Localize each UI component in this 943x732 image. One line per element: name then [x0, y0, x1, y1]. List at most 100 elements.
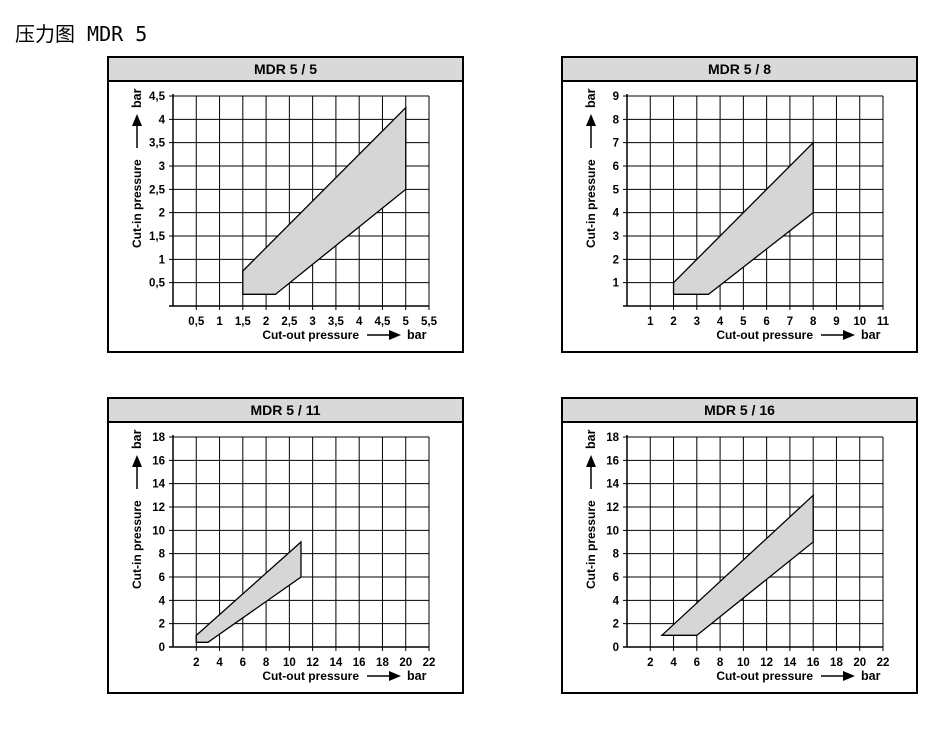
operating-region — [242, 106, 407, 295]
y-tick-label: 3,5 — [149, 138, 166, 150]
x-tick-label: 16 — [807, 657, 820, 669]
chart-title: MDR 5 / 8 — [563, 58, 916, 82]
y-tick-label: 16 — [606, 455, 619, 467]
x-axis-unit: bar — [407, 328, 427, 342]
x-tick-label: 3 — [694, 316, 700, 328]
y-tick-label: 1 — [613, 278, 620, 290]
x-tick-label: 11 — [877, 316, 890, 328]
chart-svg: 2 4 6 8 10 12 14 16 18 20 22 0 2 4 6 8 10 12 14 16 18 Cut-out… — [130, 429, 435, 683]
y-tick-label: 0 — [613, 642, 619, 654]
x-tick-label: 6 — [694, 657, 700, 669]
x-tick-label: 14 — [330, 657, 343, 669]
chart-title: MDR 5 / 11 — [109, 399, 462, 423]
y-tick-label: 6 — [613, 161, 619, 173]
y-tick-label: 14 — [152, 479, 165, 491]
y-tick-label: 16 — [152, 455, 165, 467]
x-tick-label: 22 — [877, 657, 890, 669]
x-tick-label: 2,5 — [281, 316, 298, 328]
y-tick-label: 12 — [606, 502, 619, 514]
y-tick-label: 0,5 — [149, 278, 166, 290]
y-tick-label: 0 — [159, 642, 165, 654]
y-tick-label: 2 — [159, 208, 165, 220]
y-tick-label: 7 — [613, 138, 619, 150]
y-axis-arrow-head — [586, 114, 596, 126]
x-tick-label: 4 — [717, 316, 724, 328]
y-tick-label: 2,5 — [149, 184, 166, 196]
y-tick-label: 2 — [613, 254, 619, 266]
chart-svg: 2 4 6 8 10 12 14 16 18 20 22 0 2 4 6 8 10 12 14 16 18 Cut-out… — [584, 429, 890, 683]
y-axis-unit: bar — [584, 88, 598, 108]
y-tick-label: 8 — [613, 114, 620, 126]
y-tick-label: 3 — [159, 161, 165, 173]
x-axis-unit: bar — [407, 669, 427, 683]
y-tick-label: 9 — [613, 91, 619, 103]
y-axis-unit: bar — [130, 88, 144, 108]
x-tick-label: 20 — [853, 657, 866, 669]
y-tick-label: 12 — [152, 502, 165, 514]
y-tick-label: 2 — [159, 619, 165, 631]
x-tick-label: 14 — [784, 657, 797, 669]
y-tick-label: 1,5 — [149, 231, 166, 243]
y-tick-label: 8 — [159, 549, 166, 561]
x-axis-arrow-head — [389, 671, 401, 681]
y-tick-label: 10 — [606, 525, 619, 537]
x-tick-label: 10 — [283, 657, 296, 669]
y-axis-label: Cut-in pressure — [584, 159, 598, 248]
x-axis-arrow-head — [389, 330, 401, 340]
y-tick-label: 4 — [159, 595, 166, 607]
x-tick-label: 4 — [670, 657, 677, 669]
y-axis-arrow-head — [132, 455, 142, 467]
x-tick-label: 1,5 — [235, 316, 252, 328]
chart-panel-mdr-5-11: MDR 5 / 11 2 4 6 8 10 12 14 16 18 20 22 0 2 4 6 8 10 12 14… — [107, 397, 464, 694]
x-tick-label: 5 — [403, 316, 410, 328]
x-axis-arrow-head — [843, 671, 855, 681]
x-tick-label: 5 — [740, 316, 747, 328]
y-tick-label: 14 — [606, 479, 619, 491]
y-tick-label: 4,5 — [149, 91, 166, 103]
x-tick-label: 7 — [787, 316, 793, 328]
operating-region — [195, 540, 302, 643]
y-tick-label: 18 — [152, 432, 165, 444]
x-tick-label: 5,5 — [421, 316, 438, 328]
x-tick-label: 10 — [737, 657, 750, 669]
y-axis-title-group: Cut-in pressure bar — [130, 429, 144, 589]
x-tick-label: 1 — [216, 316, 223, 328]
y-axis-label: Cut-in pressure — [584, 500, 598, 589]
x-tick-label: 4,5 — [374, 316, 391, 328]
y-tick-label: 6 — [613, 572, 619, 584]
y-axis-arrow-head — [586, 455, 596, 467]
x-tick-label: 0,5 — [188, 316, 205, 328]
x-tick-label: 3 — [309, 316, 315, 328]
x-tick-label: 8 — [717, 657, 724, 669]
x-tick-label: 3,5 — [328, 316, 345, 328]
y-tick-label: 1 — [159, 254, 166, 266]
y-tick-label: 6 — [159, 572, 165, 584]
x-axis-unit: bar — [861, 328, 881, 342]
y-axis-label: Cut-in pressure — [130, 159, 144, 248]
y-tick-label: 2 — [613, 619, 619, 631]
x-tick-label: 12 — [760, 657, 773, 669]
y-tick-label: 10 — [152, 525, 165, 537]
y-tick-label: 4 — [613, 595, 620, 607]
x-tick-label: 12 — [306, 657, 319, 669]
x-axis-label: Cut-out pressure — [716, 328, 813, 342]
chart-title: MDR 5 / 16 — [563, 399, 916, 423]
y-tick-label: 8 — [613, 549, 620, 561]
y-axis-title-group: Cut-in pressure bar — [584, 88, 598, 248]
x-tick-label: 9 — [833, 316, 839, 328]
chart-panel-mdr-5-16: MDR 5 / 16 2 4 6 8 10 12 14 16 18 20 22 0 2 4 6 8 10 12 14… — [561, 397, 918, 694]
y-tick-label: 4 — [159, 114, 166, 126]
x-tick-label: 16 — [353, 657, 366, 669]
operating-region — [660, 493, 814, 636]
x-tick-label: 2 — [193, 657, 199, 669]
y-axis-arrow-head — [132, 114, 142, 126]
chart-svg: 0,5 1 1,5 2 2,5 3 3,5 4 4,5 5 5,50,511,522,533,544… — [130, 88, 438, 342]
y-tick-label: 3 — [613, 231, 619, 243]
y-axis-label: Cut-in pressure — [130, 500, 144, 589]
x-tick-label: 1 — [647, 316, 654, 328]
x-axis-label: Cut-out pressure — [716, 669, 813, 683]
y-tick-label: 5 — [613, 184, 620, 196]
x-axis-label: Cut-out pressure — [262, 669, 359, 683]
x-tick-label: 18 — [376, 657, 389, 669]
chart-panel-mdr-5-8: MDR 5 / 8 1 2 3 4 5 6 7 8 9 10 11 1 2 3 4 5 6 7 8 9 Cut-out … — [561, 56, 918, 353]
